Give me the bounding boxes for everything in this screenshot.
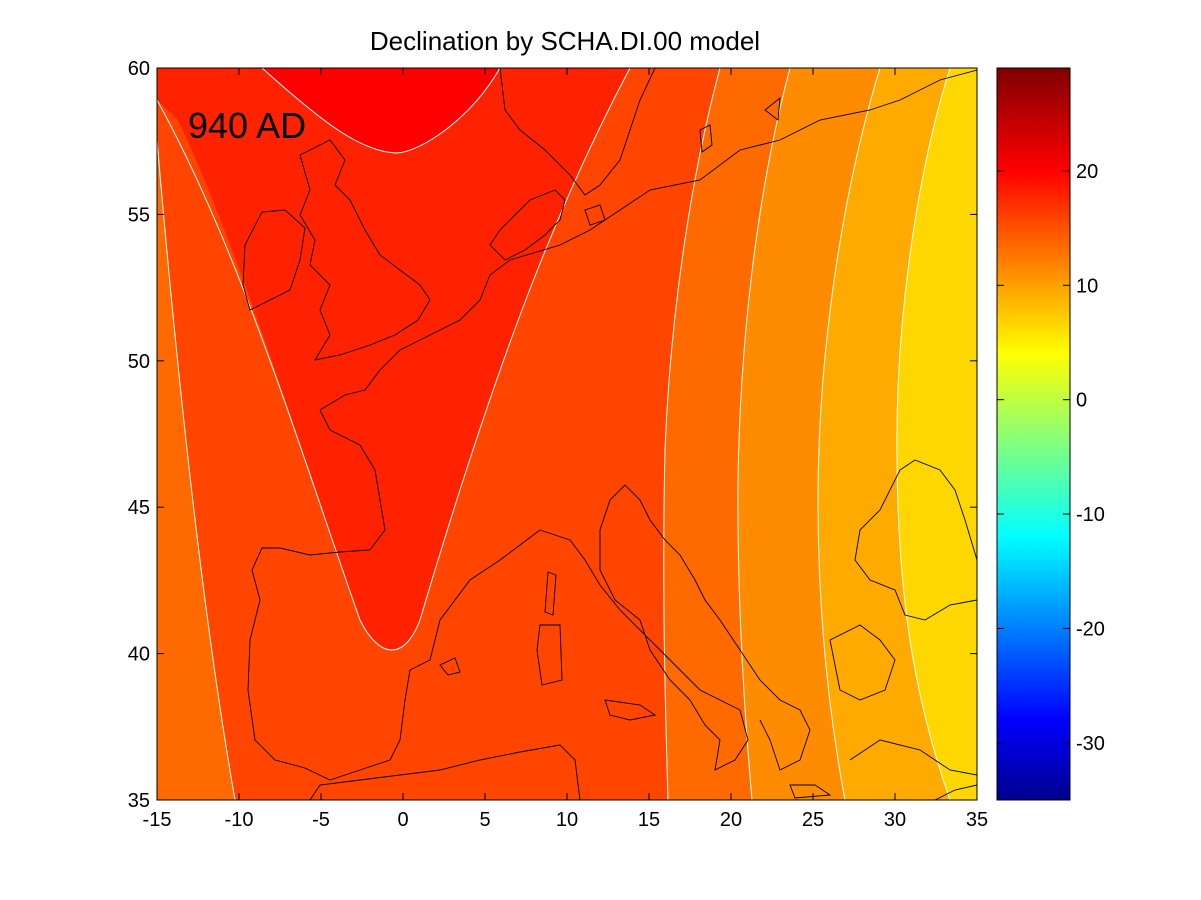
y-axis: 35 40 45 50 55 60 xyxy=(128,58,977,812)
tick-label: -10 xyxy=(1076,504,1105,526)
contour-line xyxy=(261,68,501,154)
tick-label: -10 xyxy=(225,809,254,831)
band-level-20 xyxy=(157,68,630,650)
year-annotation: 940 AD xyxy=(188,105,306,146)
tick-label: 35 xyxy=(128,790,150,812)
tick-label: 45 xyxy=(128,497,150,519)
colorbar xyxy=(996,67,1071,801)
coast-denmark xyxy=(489,189,566,261)
coast-france-west xyxy=(319,409,386,553)
tick-label: 0 xyxy=(1076,390,1087,412)
tick-label: 0 xyxy=(397,809,408,831)
tick-label: 30 xyxy=(884,809,906,831)
coast-north-europe xyxy=(319,69,977,411)
contour-line xyxy=(157,139,236,800)
tick-label: -5 xyxy=(312,809,330,831)
contour-line xyxy=(157,68,631,651)
tick-label: 25 xyxy=(802,809,824,831)
tick-label: -20 xyxy=(1076,618,1105,640)
x-axis: -15 -10 -5 0 5 10 15 20 25 30 35 xyxy=(143,68,988,831)
coast-great-britain xyxy=(299,139,431,361)
contour-line xyxy=(817,68,881,800)
band-edge-left xyxy=(157,140,235,800)
tick-label: 20 xyxy=(720,809,742,831)
contour-line xyxy=(737,68,791,800)
tick-label: 10 xyxy=(1076,275,1098,297)
contour-fill xyxy=(157,68,977,800)
coast-italy xyxy=(539,484,761,771)
coast-north-africa xyxy=(309,744,581,800)
coast-black-sea xyxy=(854,459,977,621)
coast-aegean xyxy=(789,739,977,800)
coast-sicily xyxy=(604,699,657,721)
coast-ireland xyxy=(242,209,306,311)
tick-label: 20 xyxy=(1076,161,1098,183)
tick-label: 5 xyxy=(479,809,490,831)
tick-label: -30 xyxy=(1076,733,1105,755)
tick-label: 60 xyxy=(128,58,150,80)
colorbar-axis: -30 -20 -10 0 10 20 xyxy=(997,161,1105,755)
tick-label: 10 xyxy=(556,809,578,831)
coast-balkans xyxy=(759,624,896,771)
contour-line xyxy=(663,68,721,800)
tick-label: 15 xyxy=(638,809,660,831)
coast-scandinavia xyxy=(499,68,656,196)
contour-lines xyxy=(157,68,951,800)
coastlines xyxy=(242,68,977,800)
tick-label: 50 xyxy=(128,351,150,373)
tick-label: 35 xyxy=(966,809,988,831)
coast-corsica-sardinia xyxy=(536,571,563,686)
band-level-23 xyxy=(262,68,500,153)
chart-title: Declination by SCHA.DI.00 model xyxy=(370,26,760,56)
tick-label: -15 xyxy=(143,809,172,831)
tick-label: 55 xyxy=(128,204,150,226)
coast-iberia xyxy=(247,529,541,781)
tick-label: 40 xyxy=(128,644,150,666)
coast-balearic xyxy=(439,657,461,676)
contour-line xyxy=(896,68,951,800)
